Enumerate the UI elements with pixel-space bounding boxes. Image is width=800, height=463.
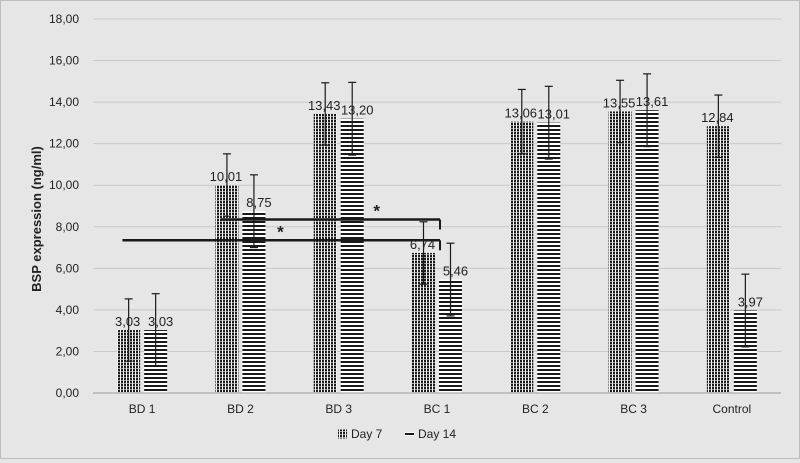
gridlines <box>93 18 781 352</box>
bar-day7 <box>313 113 337 394</box>
significance-annotations: ** <box>122 202 441 251</box>
bar-day7 <box>608 111 632 393</box>
bar-day14 <box>340 118 364 393</box>
bar-day14 <box>439 279 462 393</box>
x-tick-label: Control <box>713 402 752 416</box>
x-tick-label: BD 2 <box>227 402 254 416</box>
data-label: 10,01 <box>210 169 243 184</box>
data-label: 5,46 <box>443 264 468 279</box>
y-tick-label: 14,00 <box>49 95 79 109</box>
x-tick-label: BD 1 <box>129 402 156 416</box>
bar-day7 <box>412 252 435 393</box>
legend-swatch-day7 <box>338 429 347 439</box>
y-tick-label: 6,00 <box>56 261 80 275</box>
data-label: 13,61 <box>636 94 669 109</box>
data-label: 3,03 <box>115 314 140 329</box>
x-tick-label: BC 1 <box>424 402 451 416</box>
data-label: 3,97 <box>738 295 763 310</box>
y-tick-label: 2,00 <box>56 344 80 358</box>
data-label: 13,43 <box>308 98 341 113</box>
legend-label-day14: Day 14 <box>418 427 456 441</box>
data-label: 13,55 <box>603 95 636 110</box>
bar-day14 <box>733 310 757 393</box>
x-tick-label: BC 3 <box>620 402 647 416</box>
y-tick-label: 8,00 <box>56 220 80 234</box>
x-tick-label: BC 2 <box>522 402 549 416</box>
y-tick-label: 10,00 <box>49 178 79 192</box>
bar-day7 <box>706 126 730 394</box>
data-labels: 3,03 10,01 13,43 6,74 13,06 13,55 12,84 3,03 8,7… <box>115 94 763 329</box>
bar-day7 <box>510 121 534 394</box>
data-label: 8,75 <box>246 195 271 210</box>
bar-day14 <box>537 122 561 393</box>
axes: 0,00 2,00 4,00 6,00 8,00 10,00 12,00 14,00 16,00… <box>49 12 781 416</box>
legend: Day 7 Day 14 <box>338 427 456 441</box>
y-axis-label: BSP expression (ng/ml) <box>29 146 44 292</box>
data-label: 12,84 <box>701 110 734 125</box>
error-bars <box>124 73 750 368</box>
legend-label-day7: Day 7 <box>351 427 383 441</box>
data-label: 6,74 <box>410 237 435 252</box>
bar-day14 <box>242 211 266 393</box>
significance-star: * <box>277 222 284 241</box>
legend-swatch-day14 <box>405 432 414 436</box>
y-tick-label: 16,00 <box>49 54 79 68</box>
bars <box>117 110 757 394</box>
y-tick-label: 4,00 <box>56 303 80 317</box>
y-tick-label: 0,00 <box>56 386 80 400</box>
data-label: 13,01 <box>538 107 571 122</box>
y-tick-label: 18,00 <box>49 12 79 26</box>
y-tick-label: 12,00 <box>49 137 79 151</box>
bar-day7 <box>215 185 239 393</box>
data-label: 3,03 <box>148 314 173 329</box>
significance-star: * <box>373 202 380 221</box>
data-label: 13,06 <box>505 106 538 121</box>
data-label: 13,20 <box>341 103 374 118</box>
x-tick-label: BD 3 <box>325 402 352 416</box>
bar-day14 <box>635 110 659 393</box>
